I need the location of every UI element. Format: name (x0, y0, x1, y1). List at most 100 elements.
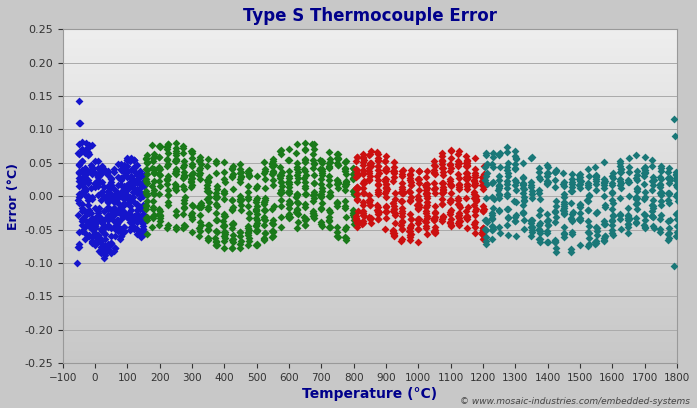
Point (481, 170, 492, 177)
Point (494, 163, 505, 170)
Point (121, 182, 132, 188)
Point (122, 186, 133, 192)
Point (574, 217, 585, 223)
Point (148, 187, 159, 193)
Point (526, 154, 537, 161)
Point (307, 198, 319, 204)
Point (461, 170, 472, 177)
Point (243, 237, 254, 244)
Point (227, 204, 238, 210)
Point (535, 196, 546, 202)
Point (502, 206, 513, 213)
Point (502, 215, 513, 221)
Point (583, 223, 595, 229)
Point (421, 215, 432, 222)
Point (591, 209, 602, 216)
Point (235, 169, 246, 175)
Point (218, 233, 229, 239)
Point (132, 162, 143, 169)
Point (125, 166, 137, 173)
Point (236, 195, 247, 202)
Point (89, 184, 100, 191)
Point (332, 234, 344, 240)
Point (631, 196, 642, 203)
Point (551, 244, 562, 251)
Point (185, 179, 197, 186)
Point (194, 204, 205, 211)
Point (654, 173, 666, 180)
Point (210, 200, 222, 207)
Point (332, 161, 344, 168)
Point (388, 230, 399, 236)
Point (227, 220, 238, 226)
Point (275, 175, 286, 182)
Point (631, 185, 643, 192)
Point (243, 173, 254, 180)
Point (389, 210, 400, 217)
Point (630, 195, 641, 202)
Point (663, 231, 674, 237)
Point (638, 181, 650, 188)
Point (125, 183, 137, 189)
Point (364, 202, 375, 208)
Point (558, 211, 569, 217)
Point (348, 212, 359, 218)
Point (567, 217, 578, 224)
Point (105, 240, 116, 246)
Point (283, 175, 294, 181)
Point (519, 197, 530, 203)
Point (275, 188, 286, 195)
Point (325, 192, 336, 198)
Point (218, 229, 229, 236)
Point (300, 191, 312, 197)
Point (413, 196, 424, 203)
Point (452, 195, 464, 201)
Point (517, 160, 528, 166)
Point (364, 213, 375, 220)
Point (155, 208, 166, 214)
Point (542, 170, 553, 177)
Point (599, 233, 610, 239)
Point (534, 226, 545, 232)
Point (622, 179, 633, 185)
Point (132, 213, 143, 219)
Point (112, 227, 123, 233)
Point (413, 201, 424, 208)
Point (365, 163, 376, 169)
Point (128, 164, 139, 170)
Point (348, 170, 360, 177)
Point (102, 170, 113, 176)
Point (291, 191, 302, 197)
Point (429, 227, 441, 233)
Point (488, 195, 499, 202)
Point (121, 183, 132, 189)
Point (105, 239, 116, 246)
Point (388, 233, 399, 239)
Point (137, 226, 148, 232)
Point (590, 175, 602, 182)
Point (347, 188, 358, 194)
Point (340, 224, 351, 231)
Point (73, 194, 84, 201)
Point (102, 190, 113, 197)
Point (487, 180, 498, 186)
Point (380, 203, 391, 209)
Point (135, 215, 146, 221)
Point (307, 210, 319, 216)
Point (267, 228, 278, 235)
Point (607, 212, 618, 218)
Point (118, 200, 130, 206)
Point (493, 208, 505, 215)
Point (275, 186, 286, 193)
Point (131, 202, 142, 208)
Point (525, 182, 536, 189)
Point (169, 157, 181, 164)
Point (598, 176, 609, 183)
Point (468, 194, 480, 201)
Point (648, 214, 659, 221)
Point (118, 224, 130, 231)
Point (137, 213, 148, 220)
Point (534, 220, 545, 226)
Point (115, 176, 126, 183)
Point (590, 174, 602, 180)
